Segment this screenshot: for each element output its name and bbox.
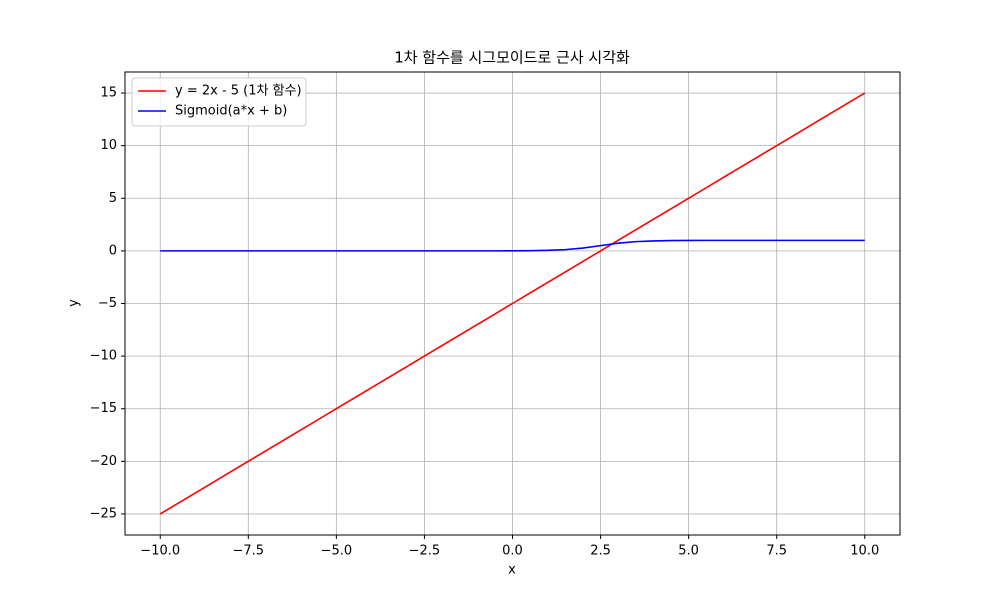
plot-frame [124, 71, 901, 536]
legend-label: Sigmoid(a*x + b) [175, 104, 287, 119]
y-tick-label: 5 [109, 191, 117, 206]
x-tick-label: 0.0 [502, 544, 523, 559]
x-tick-label: −10.0 [140, 544, 180, 559]
series-line [160, 239, 865, 252]
y-tick-label: −20 [90, 454, 117, 469]
x-tick-label: 2.5 [590, 544, 611, 559]
x-tick-label: 5.0 [678, 544, 699, 559]
series-line [159, 92, 866, 515]
x-tick-label: −7.5 [233, 544, 265, 559]
y-tick-label: 10 [100, 138, 117, 153]
y-tick-label: −25 [90, 506, 117, 521]
legend-label: y = 2x - 5 (1차 함수) [175, 84, 302, 99]
y-tick-label: −15 [90, 401, 117, 416]
x-tick-label: −2.5 [409, 544, 441, 559]
y-tick-label: −5 [98, 296, 117, 311]
y-axis-label: y [67, 299, 82, 307]
legend-box [131, 77, 307, 127]
chart-title: 1차 함수를 시그모이드로 근사 시각화 [394, 49, 630, 67]
y-tick-label: 15 [100, 86, 117, 101]
x-axis-label: x [508, 563, 516, 578]
x-tick-label: 7.5 [766, 544, 787, 559]
legend: y = 2x - 5 (1차 함수) Sigmoid(a*x + b) [131, 77, 307, 127]
y-tick-label: −10 [90, 349, 117, 364]
y-tick-label: 0 [109, 243, 117, 258]
x-tick-label: −5.0 [321, 544, 353, 559]
x-tick-label: 10.0 [850, 544, 879, 559]
